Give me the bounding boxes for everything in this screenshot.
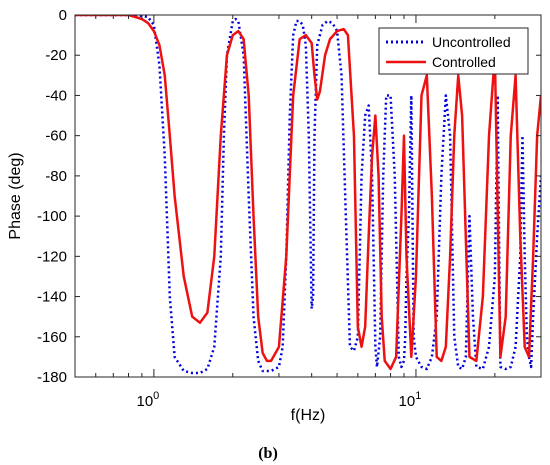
y-tick-label: -80 [45,168,67,185]
y-tick-label: -140 [37,289,67,306]
legend: Uncontrolled Controlled [378,27,529,75]
y-axis-label: Phase (deg) [7,152,24,239]
y-tick-labels: 0 -20 -40 -60 -80 -100 -120 -140 -160 -180 [37,7,67,386]
legend-label-uncontrolled: Uncontrolled [432,34,511,50]
series-layer [75,15,541,375]
x-tick-label: 100 [136,390,159,410]
legend-label-controlled: Controlled [432,54,496,70]
y-tick-label: -60 [45,128,67,145]
y-tick-label: -20 [45,47,67,64]
y-tick-label: -180 [37,369,67,386]
x-tick-labels: 100 101 [136,390,421,410]
y-tick-label: -100 [37,208,67,225]
series-line-uncontrolled [75,15,541,375]
y-tick-label: -160 [37,329,67,346]
y-tick-label: -120 [37,248,67,265]
y-tick-label: 0 [59,7,67,24]
legend-box [378,27,529,75]
plot-frame [74,14,542,378]
x-tick-label: 101 [399,390,422,410]
x-axis-label: f(Hz) [291,407,326,424]
series-line-controlled [75,15,541,371]
y-tick-label: -40 [45,87,67,104]
figure-caption: (b) [258,445,278,462]
